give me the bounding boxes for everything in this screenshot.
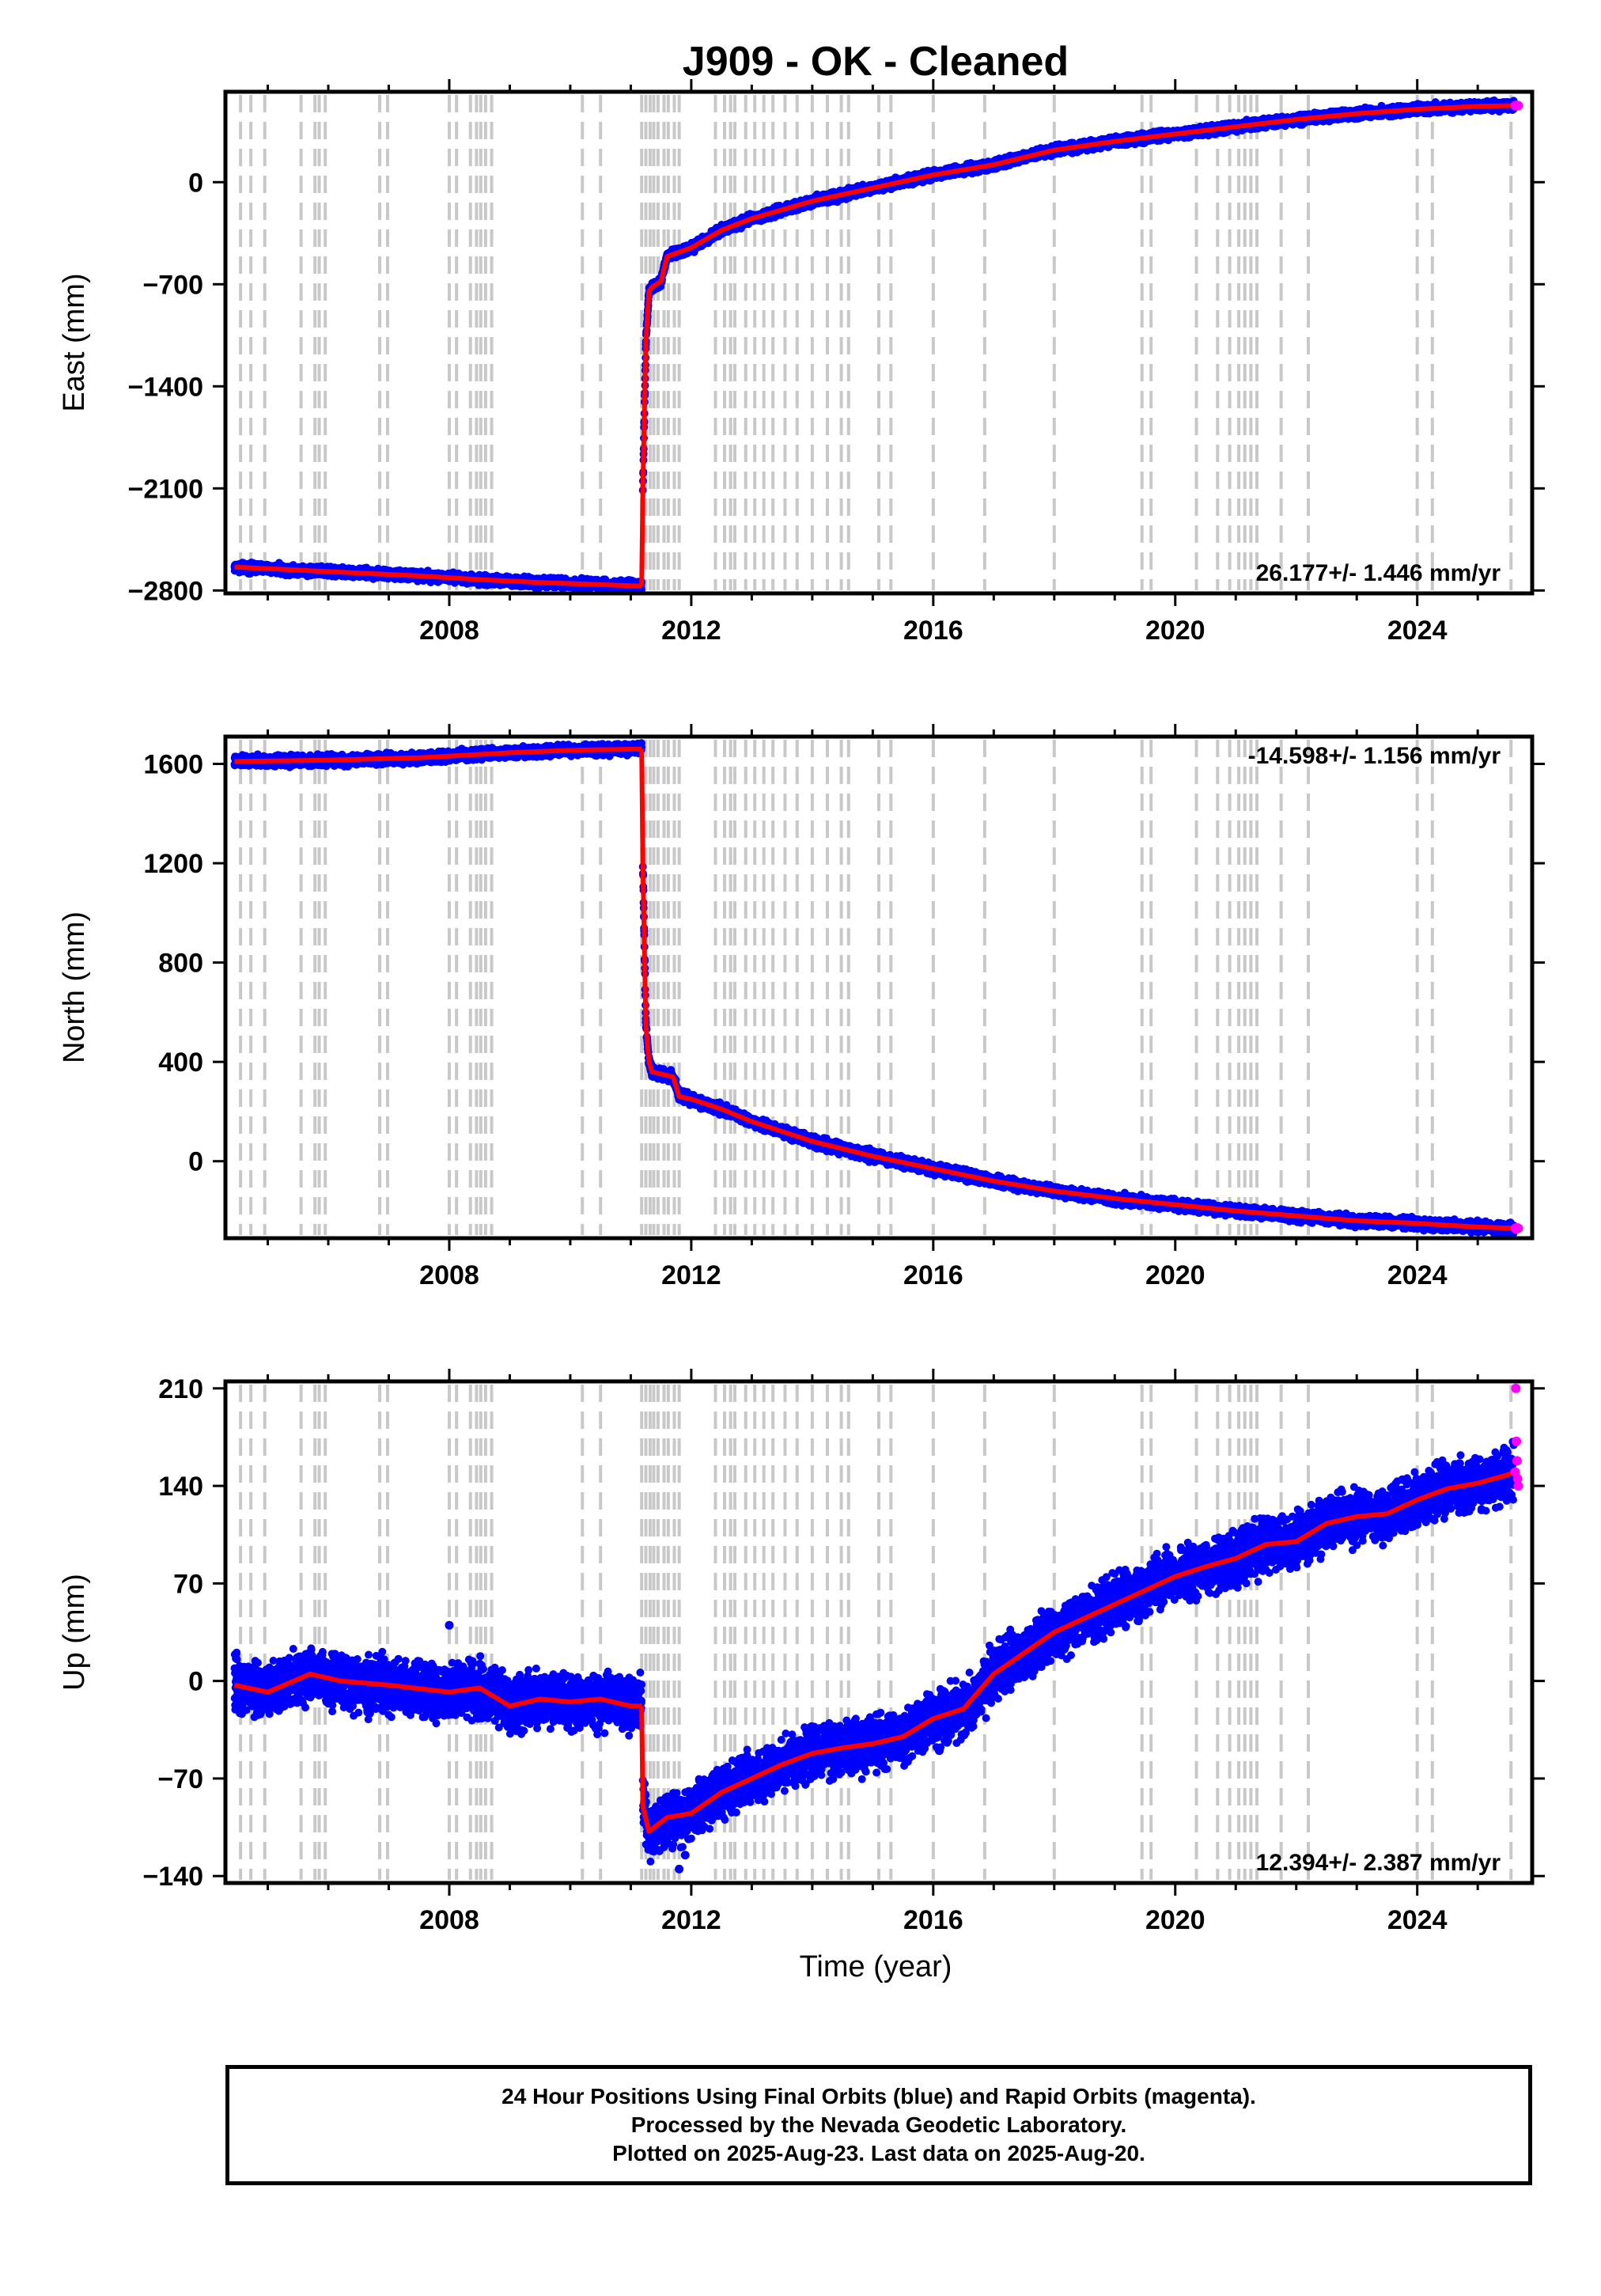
final-orbit-points: [230, 96, 1519, 593]
chart-title: J909 - OK - Cleaned: [683, 39, 1069, 85]
panel-east: 2008 2012 2016 2020 2024−2800−2100−1400−7000…: [58, 79, 1545, 646]
plot-area: [230, 95, 1523, 593]
